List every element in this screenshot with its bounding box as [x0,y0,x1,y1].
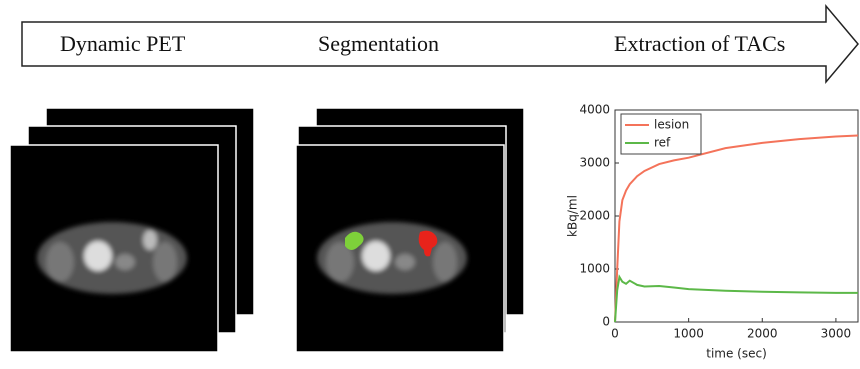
figure: Dynamic PET Segmentation Extraction of T… [0,0,860,369]
x-tick-label: 1000 [673,327,704,341]
pet-slice [37,222,187,294]
y-axis-label: kBq/ml [566,195,580,237]
segmentation-stack [296,108,524,352]
step-label: Segmentation [318,31,439,56]
step-label: Dynamic PET [60,31,186,56]
y-tick-label: 0 [602,315,610,329]
y-tick-label: 1000 [579,262,610,276]
pet-slice [317,222,467,294]
y-tick-label: 3000 [579,156,610,170]
x-tick-label: 3000 [821,327,852,341]
pet-stack [10,108,254,352]
x-tick-label: 2000 [747,327,778,341]
step-label: Extraction of TACs [614,31,785,56]
legend-label: ref [654,136,671,150]
y-tick-label: 4000 [579,103,610,117]
x-tick-label: 0 [611,327,619,341]
page: Dynamic PET Segmentation Extraction of T… [0,0,860,369]
x-axis-label: time (sec) [706,347,767,361]
legend-label: lesion [654,118,689,132]
y-tick-label: 2000 [579,209,610,223]
